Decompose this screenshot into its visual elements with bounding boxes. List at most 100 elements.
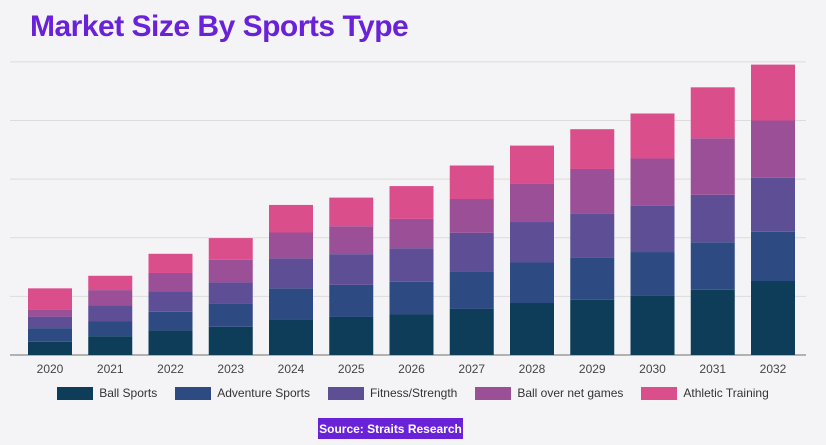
bar-segment (510, 222, 554, 263)
bar-stack-2021 (88, 275, 133, 355)
bar-segment (269, 258, 313, 289)
legend: Ball Sports Adventure Sports Fitness/Stren… (0, 386, 826, 400)
bar-segment (449, 232, 494, 272)
bar-segment (449, 198, 494, 233)
legend-item: Athletic Training (641, 386, 769, 400)
bar-segment (449, 165, 494, 199)
bar-segment (329, 226, 374, 255)
bar-segment (269, 204, 313, 233)
legend-swatch (175, 386, 212, 400)
bar-segment (208, 303, 253, 327)
bar-segment (570, 213, 615, 258)
bar-segment (690, 289, 735, 355)
bar-segment (88, 321, 133, 337)
bar-segment (269, 232, 313, 259)
legend-item: Ball Sports (57, 386, 157, 400)
bar-segment (389, 314, 434, 355)
x-tick-labels: 2020 2021 2022 2023 2024 2025 2026 2027 2028 2029… (37, 362, 787, 376)
bar-segment (751, 64, 795, 121)
x-tick-label: 2030 (639, 362, 666, 376)
chart-title: Market Size By Sports Type (30, 10, 409, 43)
bar-segment (389, 248, 434, 282)
bar-segment (329, 254, 374, 285)
bar-segment (570, 257, 615, 300)
bar-segment (88, 290, 133, 306)
bar-segment (690, 242, 735, 290)
bar-segment (329, 284, 374, 317)
bar-segment (449, 308, 494, 355)
bar-segment (570, 129, 615, 169)
legend-label: Adventure Sports (217, 386, 310, 400)
bar-segment (751, 231, 795, 282)
bar-segment (148, 330, 193, 355)
bar-stack-2026 (389, 186, 434, 355)
bar-segment (208, 238, 253, 260)
bar-segment (269, 288, 313, 320)
bar-segment (510, 183, 554, 223)
bar-groups (28, 64, 795, 355)
x-tick-label: 2027 (458, 362, 485, 376)
legend-swatch (57, 386, 94, 400)
bar-segment (449, 271, 494, 309)
bar-stack-2024 (269, 204, 313, 355)
legend-label: Fitness/Strength (369, 386, 458, 400)
bar-segment (389, 186, 434, 219)
bar-segment (690, 194, 735, 243)
x-tick-label: 2022 (157, 362, 184, 376)
legend-swatch (641, 386, 678, 400)
bar-segment (148, 311, 193, 331)
bar-segment (28, 316, 72, 329)
bar-segment (329, 316, 374, 355)
x-tick-label: 2031 (699, 362, 726, 376)
bar-segment (269, 319, 313, 355)
bar-segment (510, 302, 554, 355)
bar-segment (630, 158, 675, 206)
legend-label: Athletic Training (683, 386, 769, 400)
bar-stack-2027 (449, 165, 494, 355)
x-tick-label: 2028 (519, 362, 546, 376)
bar-segment (88, 275, 133, 291)
bar-stack-2022 (148, 253, 193, 355)
bar-stack-2030 (630, 113, 675, 355)
source-badge: Source: Straits Research (318, 418, 463, 439)
bar-segment (630, 113, 675, 159)
bar-stack-2032 (751, 64, 795, 355)
legend-item: Ball over net games (475, 386, 623, 400)
bar-segment (28, 309, 72, 317)
bar-segment (88, 336, 133, 355)
bar-segment (28, 341, 72, 355)
legend-item: Fitness/Strength (327, 386, 458, 400)
x-tick-label: 2020 (37, 362, 64, 376)
bar-segment (630, 205, 675, 253)
bar-segment (751, 177, 795, 232)
bar-segment (88, 305, 133, 322)
bar-segment (208, 282, 253, 304)
bar-segment (28, 288, 72, 310)
bar-segment (630, 252, 675, 296)
bar-segment (751, 281, 795, 355)
x-tick-label: 2026 (398, 362, 425, 376)
bar-segment (690, 87, 735, 139)
bar-segment (148, 272, 193, 292)
bar-stack-2023 (208, 238, 253, 355)
bar-segment (510, 262, 554, 303)
bar-segment (329, 197, 374, 227)
legend-label: Ball Sports (99, 386, 158, 400)
bar-segment (208, 259, 253, 283)
legend-swatch (327, 386, 364, 400)
x-tick-label: 2024 (278, 362, 305, 376)
bar-stack-2028 (510, 145, 554, 355)
bar-segment (389, 281, 434, 315)
bar-segment (751, 120, 795, 178)
legend-label: Ball over net games (517, 386, 624, 400)
x-tick-label: 2029 (579, 362, 606, 376)
bar-segment (510, 145, 554, 184)
legend-item: Adventure Sports (175, 386, 310, 400)
bar-segment (570, 299, 615, 355)
bar-segment (148, 253, 193, 273)
x-tick-label: 2025 (338, 362, 365, 376)
bar-segment (630, 295, 675, 355)
x-tick-label: 2023 (217, 362, 244, 376)
bar-segment (148, 291, 193, 312)
bar-stack-2020 (28, 288, 72, 355)
